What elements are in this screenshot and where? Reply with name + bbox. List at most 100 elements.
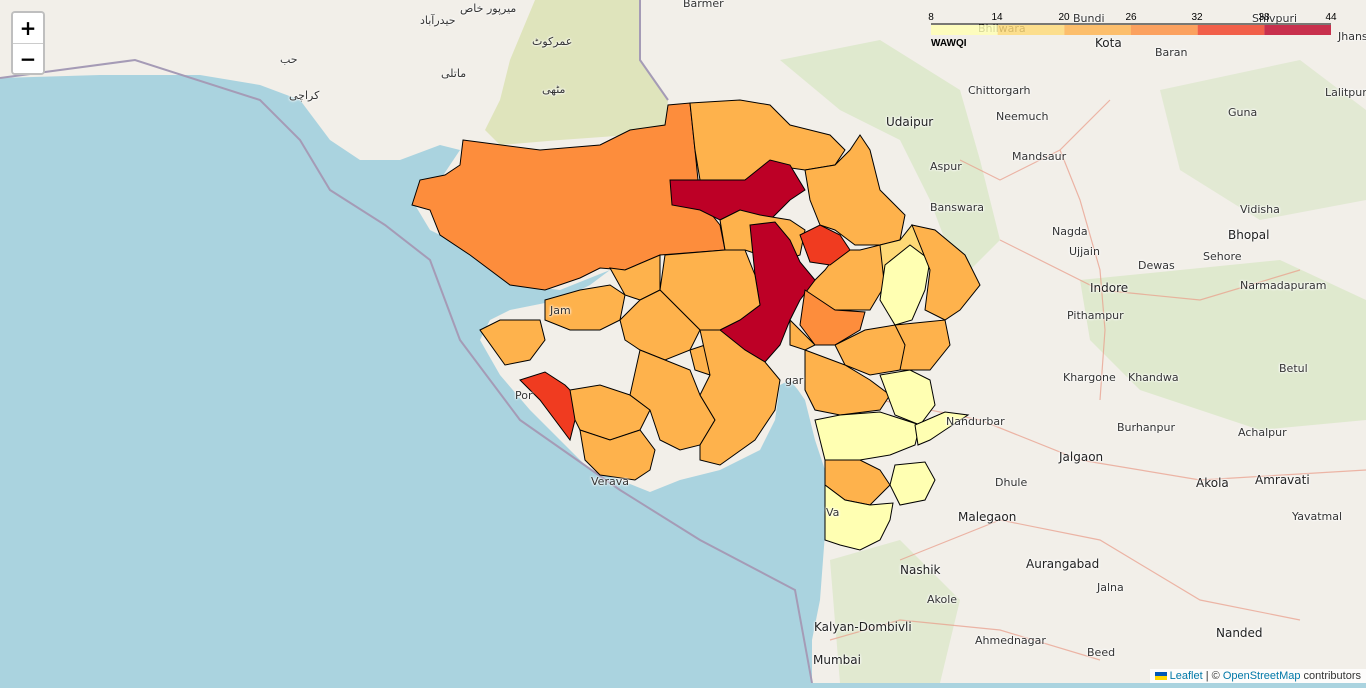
district-valsad[interactable] [824,484,894,551]
place-label: Baran [1155,46,1188,59]
maritime-boundary [0,58,813,684]
place-label: Shivpuri [1252,12,1298,25]
place-label: Jam [550,304,571,317]
place-label: Verava [591,475,629,488]
place-label: ماتلی [441,67,467,80]
place-label: Burhanpur [1117,421,1176,434]
district-patan[interactable] [669,159,806,221]
place-label: Pithampur [1067,309,1124,322]
place-label: Nagda [1052,225,1088,238]
place-label: Narmadapuram [1240,279,1327,292]
vegetation-area [1160,60,1366,220]
place-label: Ujjain [1069,245,1100,258]
place-label: Vidisha [1240,203,1280,216]
district-kheda[interactable] [799,289,866,346]
vegetation-area [780,40,1000,280]
ukraine-flag-icon [1154,672,1167,681]
district-chhota-udaipur[interactable] [894,319,951,371]
place-label: حیدرآباد [420,14,456,27]
place-label: Jalna [1097,581,1124,594]
legend-tick: 44 [1325,12,1337,23]
place-label: Banswara [930,201,984,214]
place-label: Aurangabad [1026,557,1100,571]
legend-tick: 14 [991,12,1003,23]
district-bharuch[interactable] [804,349,891,416]
legend-tick: 26 [1125,12,1137,23]
attribution-separator: | © [1202,670,1223,682]
place-label: Barmer [683,0,724,10]
place-label: Yavatmal [1292,510,1343,523]
place-label: Dhule [995,476,1028,489]
legend-tick: 32 [1191,12,1203,23]
zoom-out-button[interactable]: − [13,43,43,73]
district-panchmahal[interactable] [879,244,931,326]
district-dang[interactable] [889,461,936,506]
legend-tick: 20 [1058,12,1070,23]
place-label: Ahmednagar [975,634,1046,647]
legend-title: WAWQI [931,38,967,49]
place-label: Bhopal [1228,228,1270,242]
place-label: Amravati [1255,473,1310,487]
legend-bin [1197,25,1265,35]
legend-bin [1064,25,1131,35]
place-label: Beed [1087,646,1116,659]
place-label: Va [826,506,840,519]
legend-tick: 8 [928,12,934,23]
zoom-control: + − [11,11,45,75]
place-label: Khargone [1063,371,1116,384]
place-label: حب [280,53,298,66]
place-label: Dewas [1138,259,1175,272]
legend-bin [931,25,998,35]
district-narmada[interactable] [879,369,936,426]
place-label: Jalgaon [1059,450,1104,464]
place-label: Aspur [930,160,962,173]
color-legend: 8 14 20 26 32 38 44 WAWQI [925,8,1337,52]
osm-link[interactable]: OpenStreetMap [1222,670,1301,682]
place-label: Por [515,389,533,402]
leaflet-link[interactable]: Leaflet [1169,670,1203,682]
district-devbhumi-dwarka[interactable] [479,319,546,366]
place-label: gar [785,374,804,387]
place-label: Kota [1095,36,1122,50]
place-label: Nanded [1216,626,1263,640]
district-gir-somnath[interactable] [579,429,656,481]
place-label: Chittorgarh [968,84,1031,97]
district-tapi[interactable] [914,411,970,446]
place-label: Betul [1279,362,1308,375]
place-label: کراچی [289,89,320,102]
place-label: Kalyan-Dombivli [814,620,912,634]
legend-bin [1264,25,1331,35]
legend-bin [1131,25,1198,35]
zoom-in-button[interactable]: + [13,13,43,43]
place-label: Mumbai [813,653,861,667]
legend-tick: 38 [1258,12,1270,23]
attribution: Leaflet | © OpenStreetMap contributors [1149,669,1366,683]
legend-bin [997,25,1065,35]
place-label: Akole [927,593,958,606]
place-label: Achalpur [1238,426,1287,439]
legend-colorbar [931,23,1331,35]
place-label: Bundi [1073,12,1105,25]
place-label: میرپور خاص [460,2,517,15]
place-label: Khandwa [1128,371,1179,384]
place-label: Lalitpur [1325,86,1366,99]
vegetation-area [1080,260,1366,430]
district-rajkot[interactable] [619,289,701,361]
desert-area [485,0,668,145]
place-label: Jhansi [1338,30,1366,43]
attribution-suffix: contributors [1300,670,1361,682]
district-gandhinagar[interactable] [799,224,851,266]
district-layer[interactable] [411,99,981,551]
district-bhavnagar[interactable] [699,329,781,466]
place-label: Nashik [900,563,941,577]
place-label: عمرکوٹ [532,35,573,48]
place-label: Indore [1090,281,1129,295]
place-label: Udaipur [886,115,934,129]
place-label: Akola [1196,476,1229,490]
district-dahod[interactable] [911,224,981,321]
international-border [639,0,669,101]
place-label: مٹھی [542,83,566,96]
place-label: Guna [1228,106,1258,119]
